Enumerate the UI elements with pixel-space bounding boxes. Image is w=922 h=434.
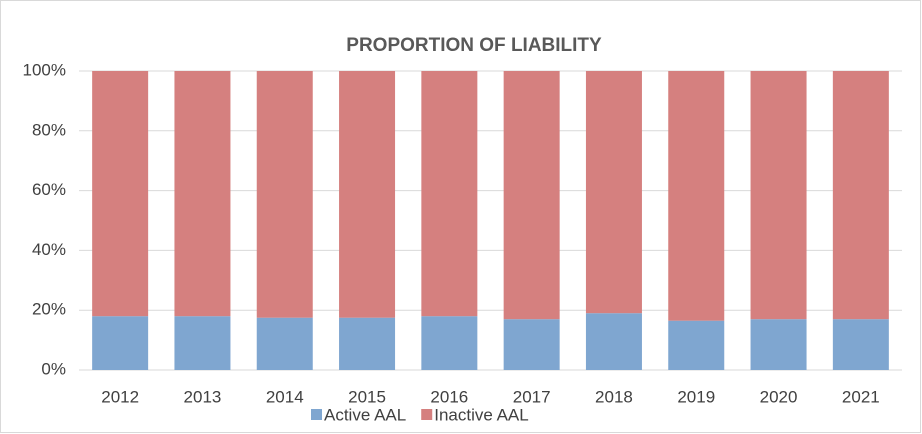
y-tick-label: 40% (32, 240, 66, 259)
legend-label: Active AAL (324, 405, 406, 424)
y-tick-label: 100% (23, 60, 66, 79)
x-tick-label: 2020 (760, 387, 798, 406)
bar-segment (750, 319, 807, 370)
bar-segment (421, 316, 478, 370)
bar-segment (256, 71, 313, 318)
bar-segment (503, 71, 560, 320)
bar-segment (750, 71, 807, 320)
bar-segment (668, 71, 725, 321)
x-tick-label: 2016 (430, 387, 468, 406)
bar-segment (92, 71, 149, 317)
y-tick-label: 0% (41, 359, 66, 378)
x-tick-label: 2017 (513, 387, 551, 406)
y-tick-label: 60% (32, 180, 66, 199)
bar-segment (174, 316, 231, 370)
bar-segment (339, 71, 396, 318)
x-tick-label: 2014 (266, 387, 304, 406)
y-tick-label: 80% (32, 120, 66, 139)
legend-swatch (311, 409, 322, 420)
legend-label: Inactive AAL (434, 405, 529, 424)
chart-title: PROPORTION OF LIABILITY (346, 35, 602, 56)
x-tick-label: 2013 (184, 387, 222, 406)
bar-segment (421, 71, 478, 317)
bar-segment (668, 320, 725, 370)
bar-segment (174, 71, 231, 317)
bar-segment (503, 319, 560, 370)
bar-segment (92, 316, 149, 370)
bar-segment (585, 313, 642, 370)
x-tick-label: 2018 (595, 387, 633, 406)
bar-segment (832, 319, 889, 370)
x-tick-label: 2015 (348, 387, 386, 406)
bar-segment (832, 71, 889, 320)
bar-segment (585, 71, 642, 314)
legend-swatch (421, 409, 433, 420)
y-tick-label: 20% (32, 300, 66, 319)
bar-segment (256, 317, 313, 370)
bar-segment (339, 317, 396, 370)
x-tick-label: 2021 (842, 387, 880, 406)
x-tick-label: 2019 (677, 387, 715, 406)
x-tick-label: 2012 (101, 387, 139, 406)
